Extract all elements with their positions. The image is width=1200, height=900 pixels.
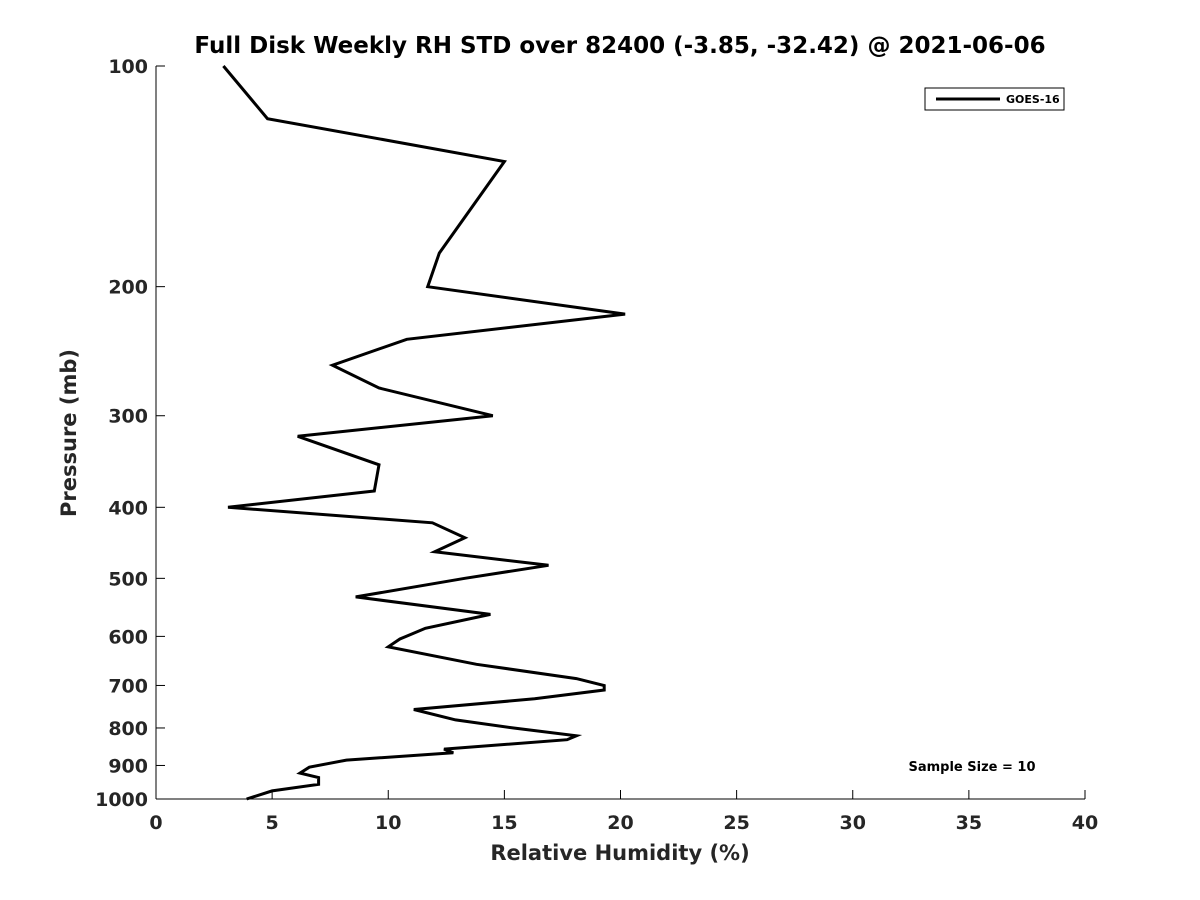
y-tick-label: 600 [108,626,148,648]
x-tick-label: 25 [723,812,749,834]
x-axis-ticks: 0 5 10 15 20 25 30 35 40 [149,790,1098,834]
x-tick-label: 10 [375,812,401,834]
y-tick-label: 300 [108,406,148,428]
x-tick-label: 35 [956,812,982,834]
x-tick-label: 40 [1072,812,1098,834]
x-tick-label: 5 [266,812,279,834]
x-tick-label: 30 [840,812,866,834]
legend: GOES-16 [924,87,1065,111]
y-tick-label: 700 [108,675,148,697]
y-tick-label: 400 [108,497,148,519]
chart-title: Full Disk Weekly RH STD over 82400 (-3.8… [194,33,1045,59]
y-tick-label: 800 [108,718,148,740]
series-line-goes-16 [222,65,626,801]
legend-label-goes-16: GOES-16 [1006,93,1060,106]
x-tick-label: 15 [491,812,517,834]
y-axis-ticks: 100 200 300 400 500 600 700 800 900 1000 [95,56,165,811]
y-tick-label: 900 [108,755,148,777]
y-tick-label: 1000 [95,789,148,811]
y-tick-label: 200 [108,277,148,299]
y-tick-label: 500 [108,568,148,590]
y-axis-title: Pressure (mb) [57,349,81,517]
x-tick-label: 20 [607,812,633,834]
x-axis-title: Relative Humidity (%) [490,841,749,865]
series-layer [222,65,626,801]
x-tick-label: 0 [149,812,162,834]
annotation-sample-size: Sample Size = 10 [908,760,1035,775]
y-tick-label: 100 [108,56,148,78]
plot-axes [155,66,1085,800]
